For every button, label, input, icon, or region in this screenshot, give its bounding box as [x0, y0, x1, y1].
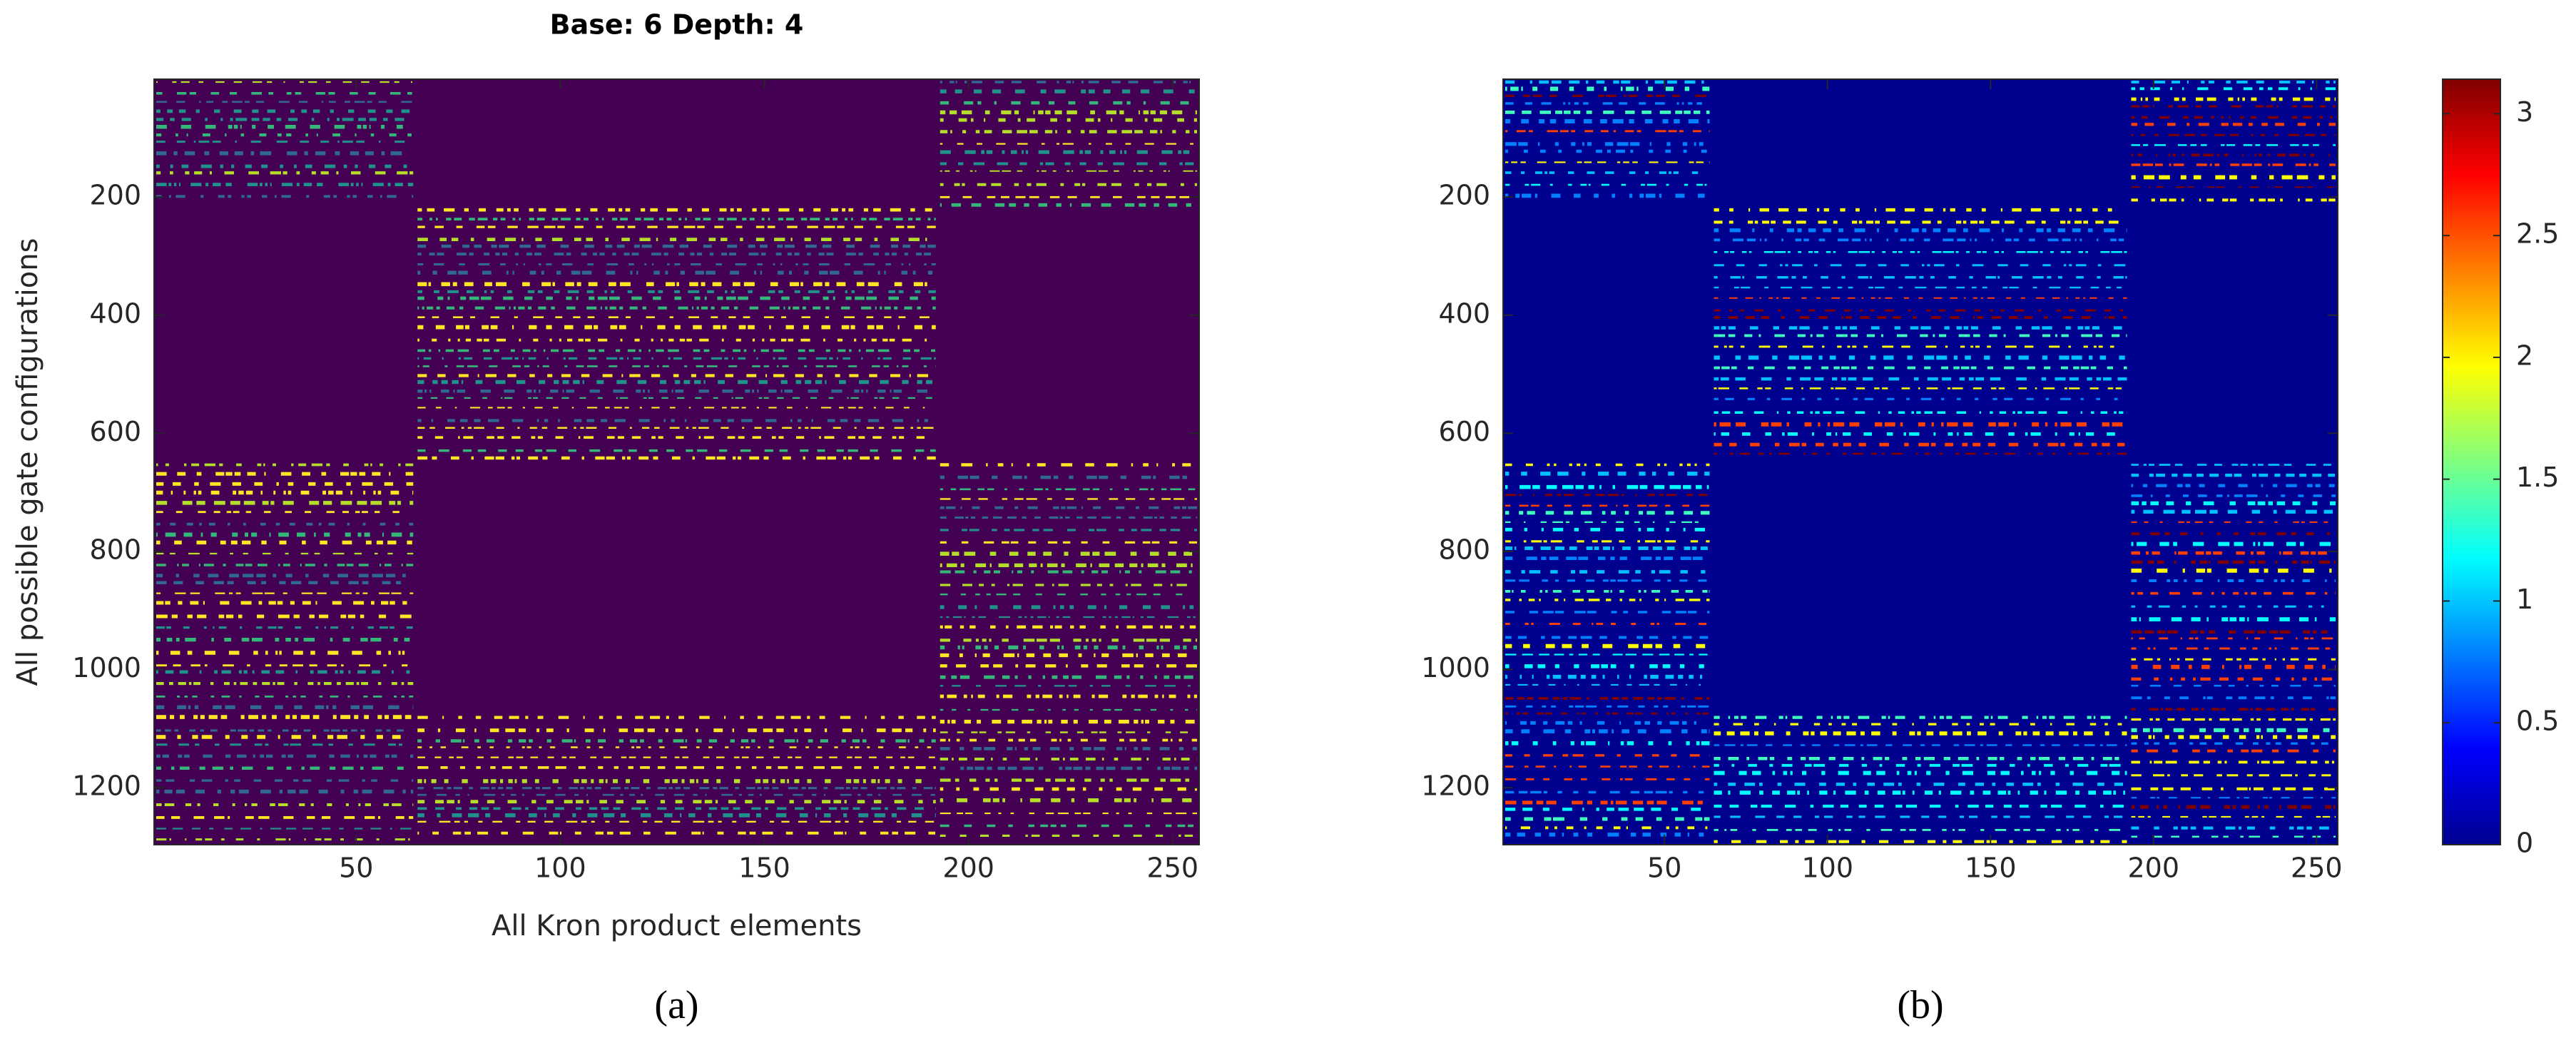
x-tick-label: 200 — [942, 853, 994, 884]
x-tick-label: 200 — [2128, 853, 2180, 884]
panel-label: (b) — [1897, 983, 1943, 1027]
y-tick-label: 800 — [1438, 534, 1490, 565]
colorbar-tick-label: 0.5 — [2516, 706, 2559, 737]
y-tick-label: 1200 — [1421, 770, 1490, 802]
y-tick-label: 800 — [89, 534, 141, 565]
heatmap-background — [154, 79, 1199, 845]
colorbar-tick-label: 1 — [2516, 584, 2533, 615]
y-axis-label: All possible gate configurations — [11, 238, 44, 686]
colorbar-tick-label: 3 — [2516, 96, 2533, 128]
y-tick-label: 400 — [1438, 297, 1490, 329]
x-tick-label: 250 — [1147, 853, 1199, 884]
y-tick-label: 1200 — [72, 770, 141, 802]
y-tick-label: 200 — [1438, 180, 1490, 211]
y-tick-label: 200 — [89, 180, 141, 211]
x-tick-label: 150 — [738, 853, 790, 884]
y-tick-label: 600 — [89, 416, 141, 447]
x-tick-label: 100 — [534, 853, 586, 884]
chart-title: Base: 6 Depth: 4 — [550, 9, 804, 41]
colorbar — [2442, 78, 2501, 845]
y-tick-label: 400 — [89, 297, 141, 329]
panel-label: (a) — [654, 983, 698, 1027]
x-tick-label: 250 — [2291, 853, 2343, 884]
axes-box — [1502, 78, 2338, 845]
colorbar-tick-label: 2 — [2516, 340, 2533, 371]
x-tick-label: 150 — [1965, 853, 2017, 884]
axes-box — [153, 78, 1200, 845]
colorbar-tick-label: 1.5 — [2516, 462, 2559, 493]
x-tick-label: 100 — [1801, 853, 1853, 884]
colorbar-tick-label: 2.5 — [2516, 218, 2559, 250]
y-tick-label: 600 — [1438, 416, 1490, 447]
y-tick-label: 1000 — [1421, 652, 1490, 683]
x-tick-label: 50 — [339, 853, 373, 884]
x-tick-label: 50 — [1647, 853, 1681, 884]
y-tick-label: 1000 — [72, 652, 141, 683]
colorbar-tick-label: 0 — [2516, 828, 2533, 859]
x-axis-label: All Kron product elements — [492, 910, 862, 942]
